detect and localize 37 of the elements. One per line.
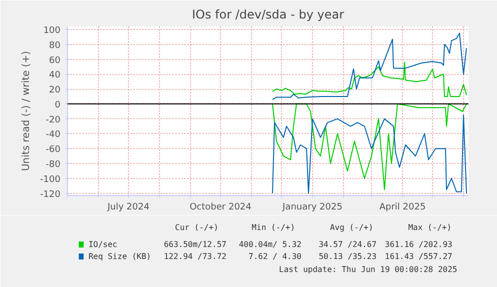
y-tick-label: 20 — [49, 86, 61, 96]
line-series — [272, 114, 467, 194]
y-tick-label: 60 — [49, 56, 61, 66]
text: 122.94 /73.72 — [164, 252, 227, 261]
legend-label: Req Size (KB) — [88, 252, 152, 261]
line-series — [272, 103, 467, 190]
text: 7.62 / 4.30 — [248, 252, 302, 261]
text: Cur (-/+) — [175, 223, 218, 232]
text: Avg (-/+) — [330, 223, 374, 232]
text: Max (-/+) — [408, 223, 452, 232]
y-tick-label: -60 — [46, 145, 61, 156]
text: 34.57 /24.67 — [318, 240, 377, 249]
x-tick-label: January 2025 — [282, 202, 342, 212]
y-tick-label: 100 — [43, 26, 61, 36]
x-tick-label: October 2024 — [190, 202, 252, 212]
text: 663.50m/12.57 — [164, 240, 227, 249]
y-tick-label: -40 — [46, 130, 61, 140]
y-tick-label: 0 — [54, 100, 61, 110]
text: 161.43 /557.27 — [384, 252, 453, 261]
y-tick-label: 40 — [49, 70, 61, 81]
y-tick-label: 80 — [49, 40, 61, 51]
y-tick-label: -120 — [40, 190, 61, 200]
text: 50.13 /35.23 — [318, 252, 377, 261]
text: 400.04m/ 5.32 — [238, 240, 302, 249]
text: Last update: Thu Jun 19 00:00:28 2025 — [278, 265, 458, 274]
y-tick-label: -100 — [40, 174, 61, 185]
line-series — [272, 32, 467, 100]
y-tick-label: -80 — [46, 160, 61, 170]
x-tick-label: July 2024 — [106, 202, 150, 212]
text: 361.16 /202.93 — [384, 240, 453, 249]
line-series — [272, 62, 467, 97]
y-axis-title: Units read (-) / write (+) — [21, 50, 32, 172]
x-tick-label: April 2025 — [379, 202, 426, 212]
chart-title: IOs for /dev/sda - by year — [192, 8, 344, 22]
text: Min (-/+) — [252, 223, 296, 232]
y-tick-label: -20 — [46, 115, 61, 126]
legend-label: IO/sec — [88, 240, 118, 249]
